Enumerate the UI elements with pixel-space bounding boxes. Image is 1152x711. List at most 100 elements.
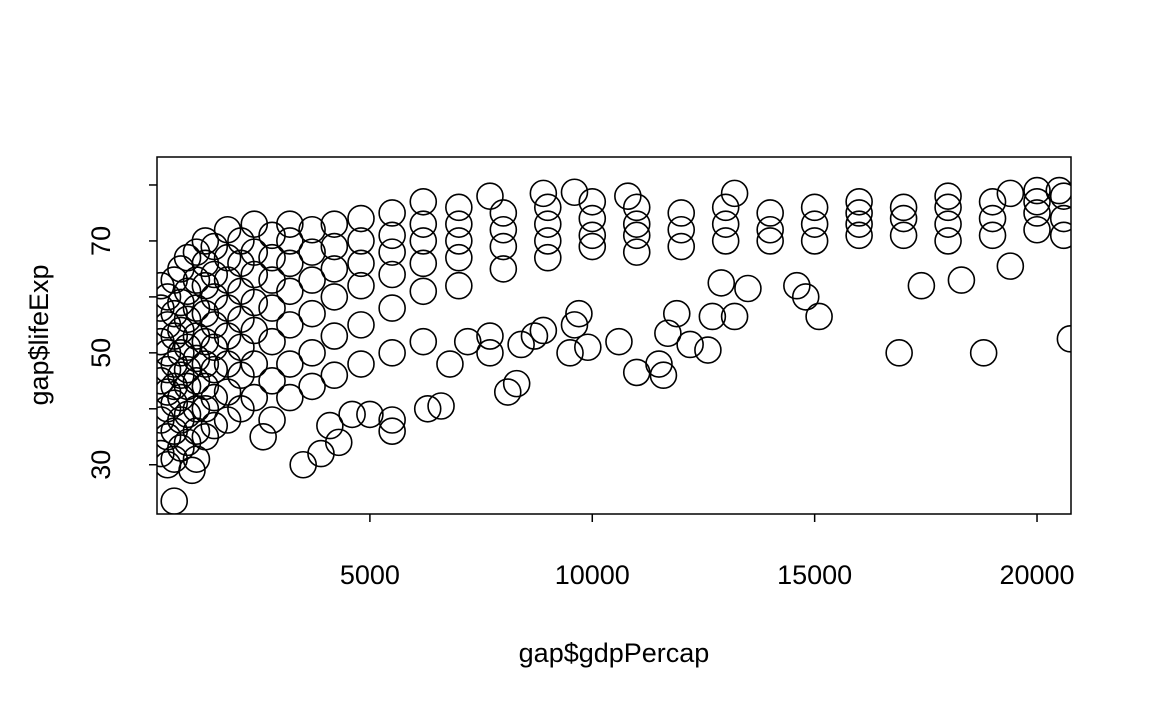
point — [614, 182, 642, 210]
point — [413, 395, 442, 423]
point — [565, 299, 593, 328]
point — [711, 210, 740, 238]
point — [378, 417, 406, 445]
point — [213, 378, 242, 406]
point — [533, 193, 562, 222]
point — [654, 319, 682, 348]
point — [258, 221, 286, 250]
point — [720, 179, 749, 208]
point — [711, 227, 740, 255]
point — [157, 283, 182, 311]
point — [240, 288, 269, 317]
point — [476, 322, 504, 350]
point — [645, 350, 673, 378]
point — [698, 302, 727, 331]
point — [734, 274, 762, 303]
point — [173, 428, 202, 457]
point — [320, 322, 349, 350]
point — [978, 187, 1007, 216]
point — [178, 456, 206, 485]
point — [298, 299, 326, 328]
point — [427, 392, 455, 420]
point — [289, 450, 317, 479]
point — [507, 330, 535, 359]
point — [533, 227, 562, 255]
point — [276, 277, 304, 306]
point — [1049, 182, 1071, 210]
point — [307, 439, 335, 468]
point — [276, 249, 304, 278]
point — [173, 400, 202, 429]
point — [520, 322, 549, 350]
point — [667, 232, 696, 261]
point — [378, 260, 406, 289]
point — [276, 227, 304, 255]
point — [889, 204, 918, 233]
point — [622, 238, 651, 266]
point — [240, 316, 269, 345]
point — [453, 327, 482, 356]
point — [409, 227, 438, 255]
point — [298, 238, 326, 266]
point — [1023, 215, 1051, 244]
point — [662, 299, 691, 328]
point — [756, 215, 784, 244]
point — [1049, 221, 1071, 250]
x-tick-label: 5000 — [340, 560, 400, 590]
x-tick-label: 10000 — [555, 560, 630, 590]
point — [409, 210, 438, 238]
point — [969, 339, 998, 367]
point — [622, 210, 651, 238]
point — [845, 221, 873, 250]
point — [445, 227, 473, 255]
point — [320, 210, 349, 238]
point — [502, 369, 531, 398]
point — [173, 305, 202, 334]
point — [258, 327, 286, 356]
point — [378, 199, 406, 227]
point — [347, 249, 375, 278]
point — [378, 238, 406, 266]
point — [249, 422, 277, 451]
y-tick-label: 70 — [86, 226, 116, 256]
point — [258, 406, 286, 434]
point — [556, 339, 584, 367]
point — [258, 266, 286, 294]
point — [157, 355, 182, 384]
x-tick-label: 15000 — [777, 560, 852, 590]
point — [885, 339, 913, 367]
point — [347, 227, 375, 255]
point — [489, 232, 518, 261]
point — [378, 221, 406, 250]
point — [167, 434, 195, 462]
point — [191, 249, 220, 278]
point — [1023, 187, 1051, 216]
point — [947, 266, 976, 294]
plot-points — [157, 176, 1071, 514]
x-tick-label: 20000 — [999, 560, 1074, 590]
point — [934, 227, 962, 255]
point — [298, 372, 326, 401]
point — [347, 350, 375, 378]
point — [907, 271, 936, 300]
point — [240, 210, 269, 238]
point — [529, 179, 558, 208]
point — [227, 333, 255, 362]
point — [200, 260, 229, 289]
point — [996, 179, 1025, 208]
point — [533, 243, 562, 272]
point — [978, 204, 1007, 233]
point — [476, 182, 504, 210]
point — [560, 178, 589, 207]
point — [324, 428, 353, 457]
y-tick-label: 30 — [86, 450, 116, 480]
point — [298, 339, 326, 367]
point — [240, 238, 269, 266]
point — [711, 193, 740, 222]
point — [191, 327, 220, 356]
point — [182, 266, 211, 294]
point — [182, 344, 211, 373]
point — [805, 302, 833, 331]
point — [694, 336, 722, 364]
point — [200, 383, 229, 412]
